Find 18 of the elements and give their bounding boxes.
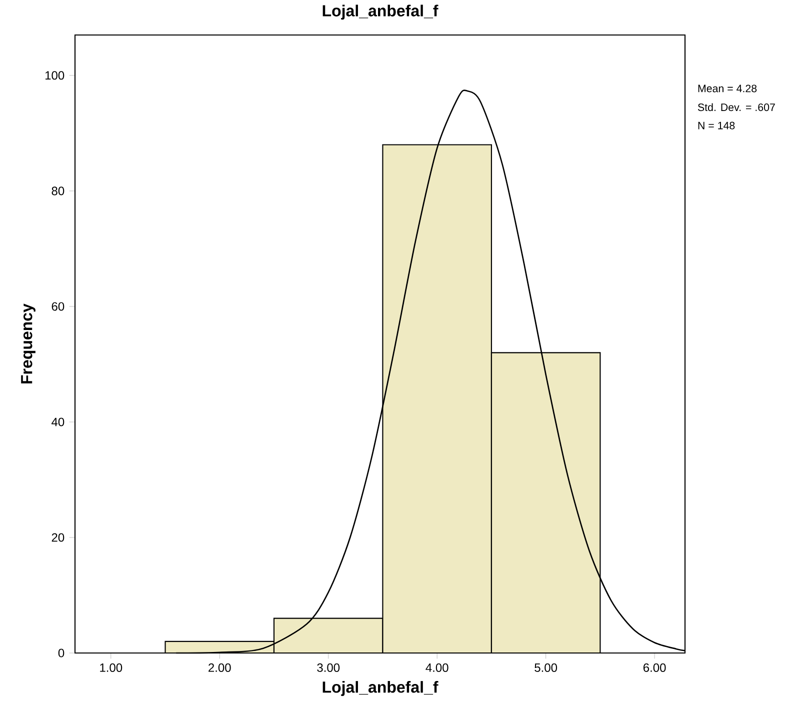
text: Mean = 4.28 bbox=[698, 84, 757, 92]
text: N = 148 bbox=[698, 122, 735, 130]
y-tick-label: 80 bbox=[52, 186, 64, 196]
y-tick-label: 100 bbox=[46, 71, 64, 80]
x-tick-label: 3.00 bbox=[317, 663, 340, 672]
y-tick-label: 20 bbox=[52, 533, 64, 542]
x-tick-label: 2.00 bbox=[208, 663, 231, 672]
x-tick-label: 6.00 bbox=[643, 663, 666, 672]
x-tick-label: 4.00 bbox=[426, 663, 448, 672]
chart-title: Lojal_anbefal_f bbox=[322, 4, 438, 20]
x-tick-label: 5.00 bbox=[534, 663, 558, 672]
y-tick-label: 0 bbox=[58, 648, 64, 658]
y-axis-title: Frequency bbox=[21, 304, 36, 384]
text: Std. Dev. = .607 bbox=[698, 103, 775, 112]
x-axis-title: Lojal_anbefal_f bbox=[322, 681, 438, 696]
x-tick-label: 1.00 bbox=[100, 663, 122, 672]
y-tick-label: 40 bbox=[52, 418, 64, 426]
y-tick-label: 60 bbox=[52, 302, 64, 311]
